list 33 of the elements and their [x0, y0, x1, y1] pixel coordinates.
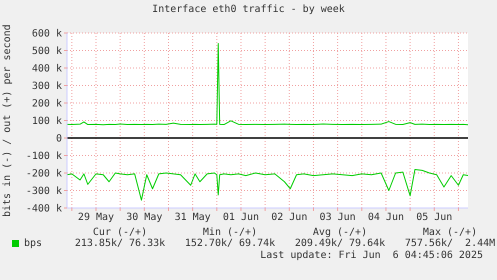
y-tick-label: 300 k: [32, 81, 62, 92]
y-tick-label: -200 k: [26, 168, 62, 180]
x-tick-label: 30 May: [126, 212, 162, 224]
y-tick-label: 600 k: [32, 28, 62, 40]
y-axis-title: bits in (-) / out (+) per second: [2, 24, 13, 217]
text: Max (-/+): [422, 227, 478, 238]
x-tick-label: 01 Jun: [222, 212, 260, 224]
x-tick-label: 02 Jun: [271, 212, 308, 224]
x-tick-label: 29 May: [78, 212, 114, 224]
legend-label: bps: [24, 238, 42, 249]
text: Last update: Fri Jun 6 04:45:06 2025: [260, 250, 483, 261]
line-series: [67, 169, 468, 201]
x-tick-label: 03 Jun: [320, 212, 356, 224]
x-tick-label: 31 May: [174, 212, 211, 224]
text: Avg (-/+): [312, 227, 368, 238]
y-tick-label: 400 k: [32, 64, 62, 75]
chart-title: Interface eth0 traffic - by week: [151, 4, 346, 15]
text: Min (-/+): [202, 227, 258, 238]
text: 213.85k/ 76.33k: [74, 238, 166, 249]
y-tick-label: 500 k: [32, 46, 62, 58]
y-tick-label: 0: [56, 134, 62, 145]
text: 152.70k/ 69.74k: [184, 238, 276, 249]
y-tick-label: 100 k: [32, 116, 62, 128]
y-tick-label: -300 k: [26, 186, 62, 198]
line-series: [67, 43, 468, 126]
text: Cur (-/+): [92, 227, 148, 238]
y-tick-label: 200 k: [32, 98, 62, 110]
x-tick-label: 04 Jun: [368, 212, 404, 224]
text: 209.49k/ 79.64k: [294, 238, 386, 249]
y-tick-label: -100 k: [26, 151, 62, 162]
y-tick-label: -400 k: [26, 204, 62, 215]
text: 757.56k/ 2.44M: [404, 238, 496, 249]
x-tick-label: 05 Jun: [416, 212, 452, 224]
